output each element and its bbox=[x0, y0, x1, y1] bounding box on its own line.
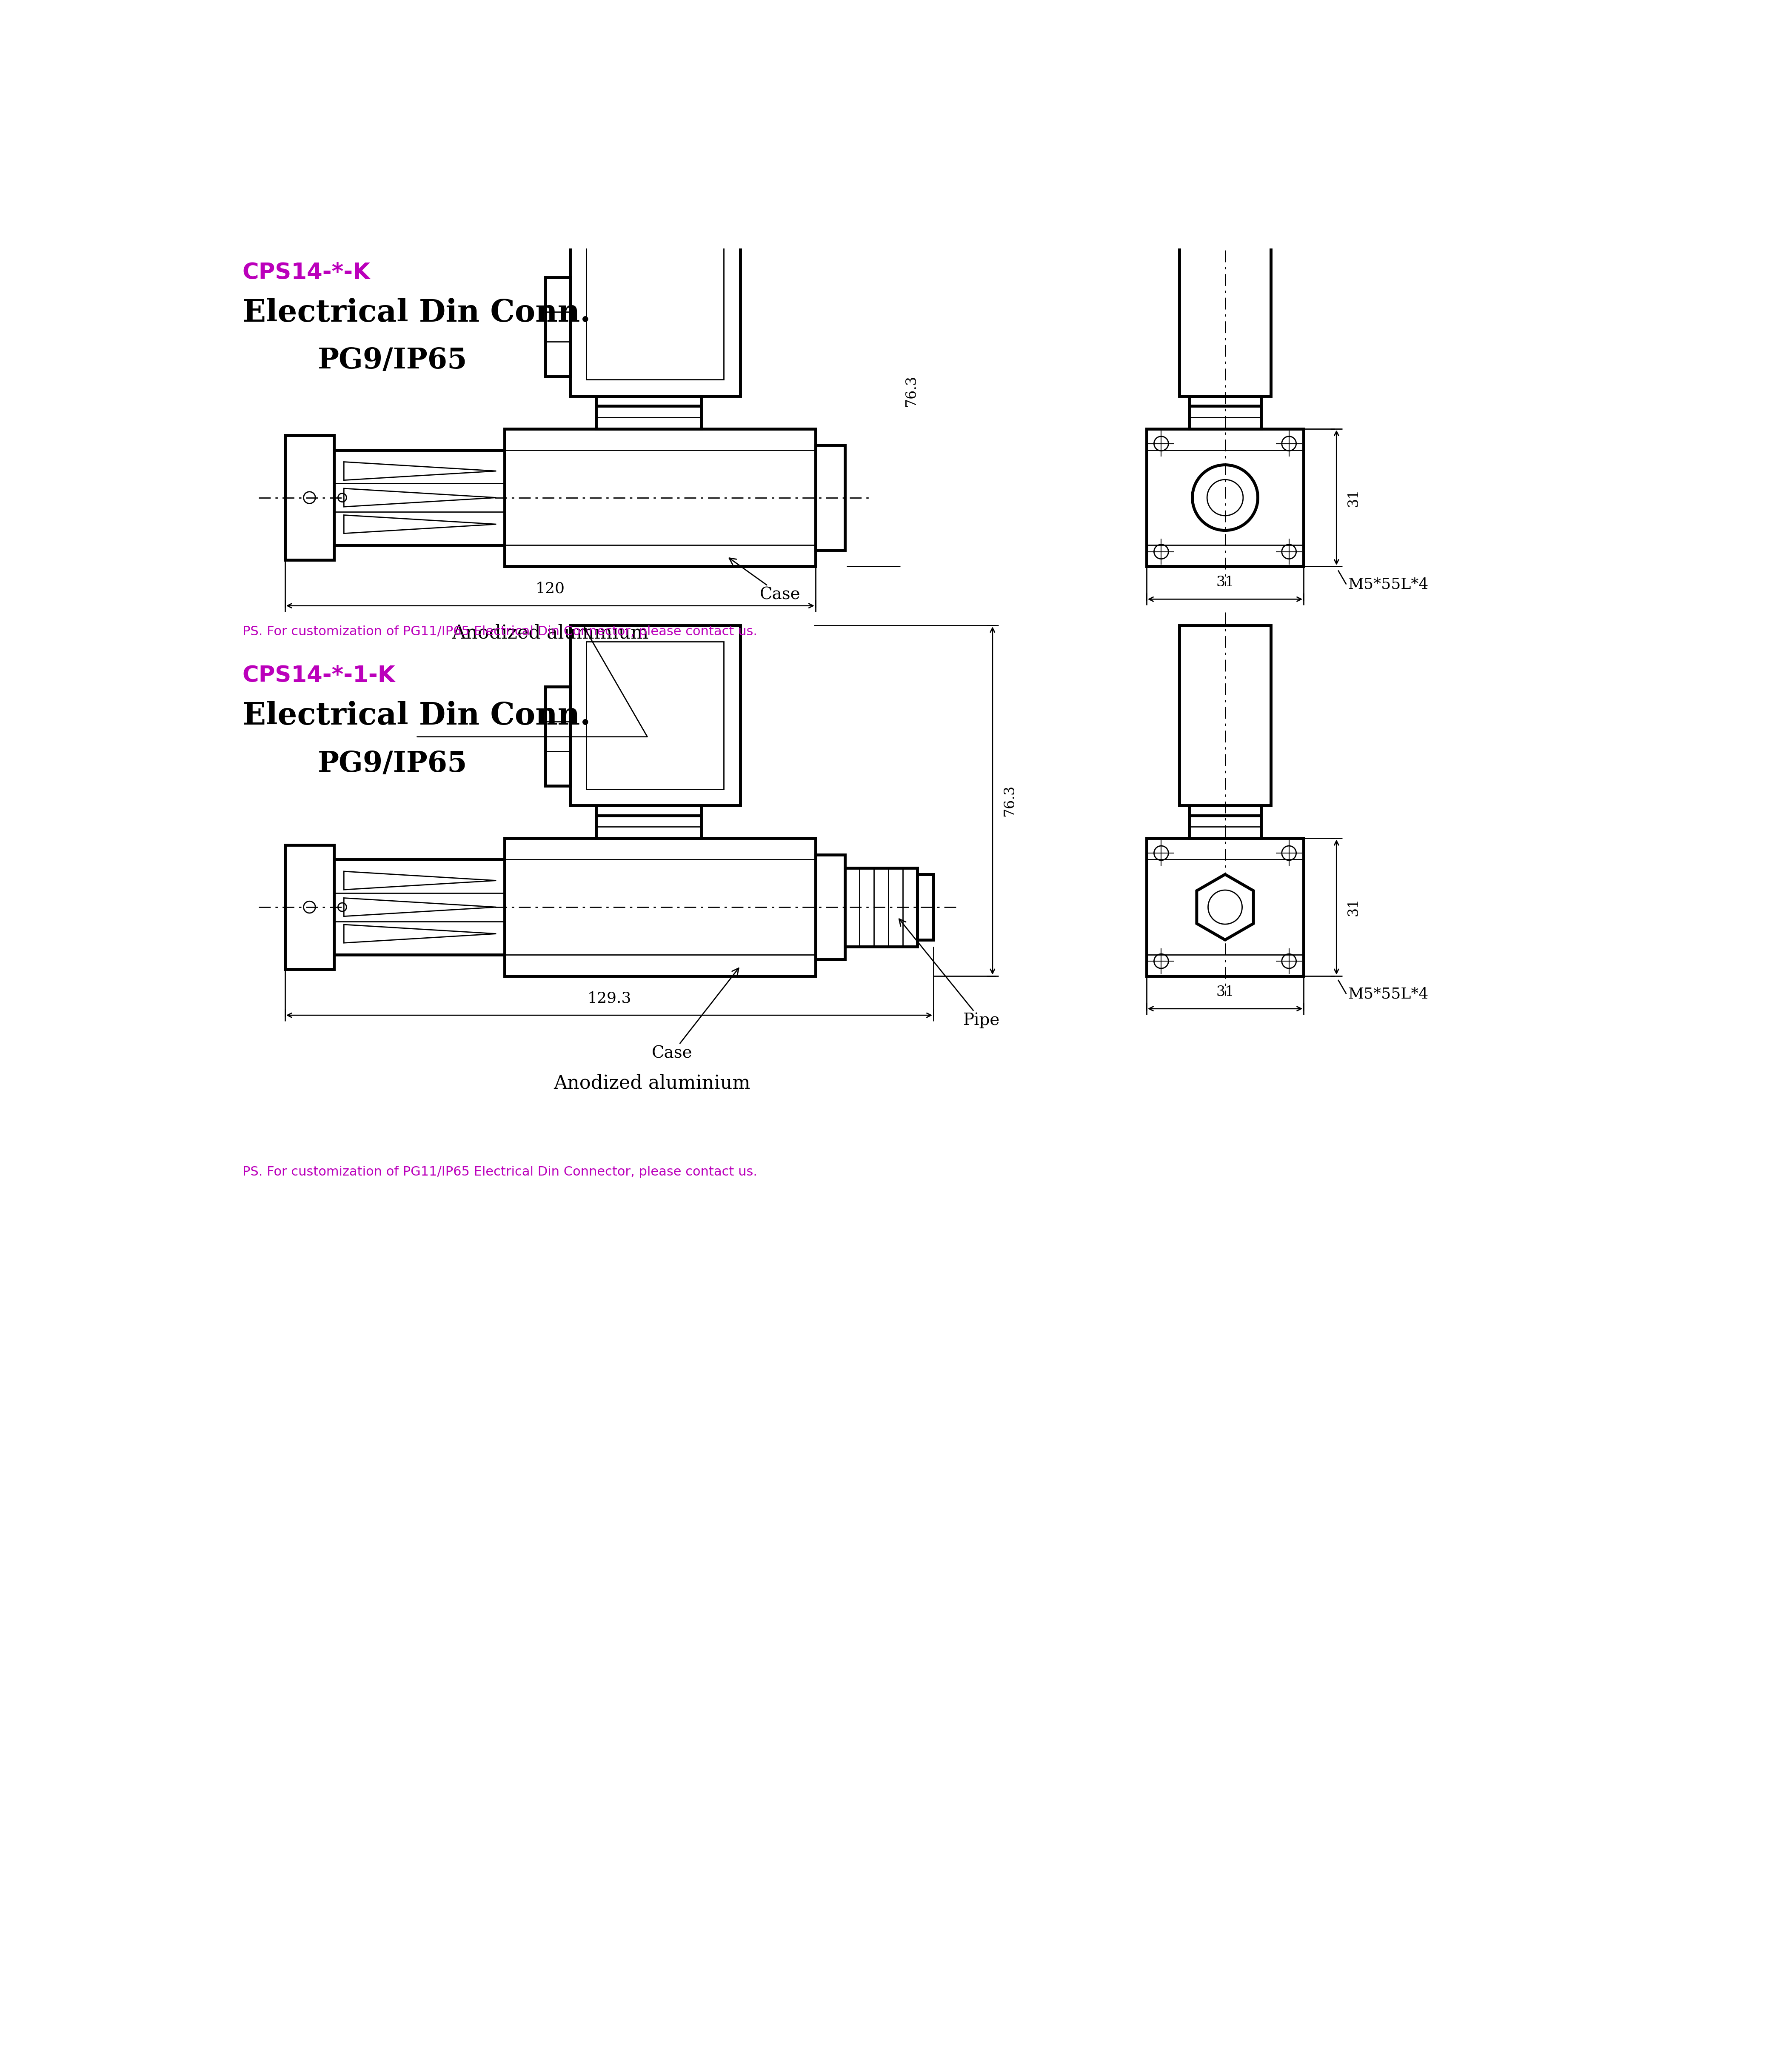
Text: 31: 31 bbox=[1347, 489, 1361, 508]
Polygon shape bbox=[344, 516, 496, 533]
Text: Case: Case bbox=[730, 557, 801, 603]
Polygon shape bbox=[344, 924, 496, 943]
Text: 76.3: 76.3 bbox=[1003, 785, 1017, 816]
Bar bbox=[285, 845, 335, 970]
Bar bbox=[505, 839, 815, 976]
Polygon shape bbox=[1196, 874, 1253, 941]
Text: PS. For customization of PG11/IP65 Electrical Din Connector, please contact us.: PS. For customization of PG11/IP65 Elect… bbox=[243, 1167, 757, 1179]
Text: Pipe: Pipe bbox=[898, 918, 999, 1028]
Polygon shape bbox=[344, 489, 496, 508]
Polygon shape bbox=[344, 897, 496, 916]
Text: PG9/IP65: PG9/IP65 bbox=[317, 346, 468, 375]
Text: 31: 31 bbox=[1347, 897, 1361, 916]
Text: Case: Case bbox=[652, 968, 739, 1061]
Bar bbox=[815, 856, 845, 959]
Text: PS. For customization of PG11/IP65 Electrical Din Connector, please contact us.: PS. For customization of PG11/IP65 Elect… bbox=[243, 626, 757, 638]
Bar bbox=[571, 626, 741, 806]
Polygon shape bbox=[344, 872, 496, 889]
Bar bbox=[1178, 215, 1271, 396]
Bar bbox=[595, 806, 702, 839]
Bar bbox=[595, 396, 702, 429]
Text: 129.3: 129.3 bbox=[587, 990, 631, 1005]
Text: 31: 31 bbox=[1216, 986, 1233, 999]
Bar bbox=[335, 450, 505, 545]
Bar bbox=[285, 435, 335, 559]
Text: CPS14-*-1-K: CPS14-*-1-K bbox=[243, 665, 395, 686]
Bar bbox=[1189, 396, 1262, 429]
Text: 31: 31 bbox=[1216, 576, 1233, 588]
Bar bbox=[587, 642, 725, 789]
Bar bbox=[505, 429, 815, 566]
Bar bbox=[1146, 839, 1304, 976]
Text: Electrical Din Conn.: Electrical Din Conn. bbox=[243, 700, 590, 731]
Bar bbox=[571, 215, 741, 396]
Bar bbox=[815, 445, 845, 549]
Bar bbox=[587, 232, 725, 379]
Bar bbox=[918, 874, 934, 941]
Polygon shape bbox=[344, 462, 496, 481]
Text: 120: 120 bbox=[535, 582, 565, 597]
Bar bbox=[546, 686, 571, 785]
Bar bbox=[845, 868, 918, 947]
Text: Electrical Din Conn.: Electrical Din Conn. bbox=[243, 298, 590, 327]
Bar bbox=[546, 278, 571, 377]
Bar bbox=[1146, 429, 1304, 566]
Bar bbox=[1189, 806, 1262, 839]
Bar bbox=[1178, 626, 1271, 806]
Text: M5*55L*4: M5*55L*4 bbox=[1348, 578, 1428, 593]
Text: M5*55L*4: M5*55L*4 bbox=[1348, 986, 1428, 1001]
Text: 76.3: 76.3 bbox=[905, 375, 918, 406]
Text: Anodized aluminium: Anodized aluminium bbox=[553, 1073, 750, 1092]
Text: CPS14-*-K: CPS14-*-K bbox=[243, 261, 370, 284]
Text: PG9/IP65: PG9/IP65 bbox=[317, 750, 468, 777]
Bar bbox=[335, 860, 505, 955]
Text: Anodized aluminium: Anodized aluminium bbox=[452, 624, 649, 642]
